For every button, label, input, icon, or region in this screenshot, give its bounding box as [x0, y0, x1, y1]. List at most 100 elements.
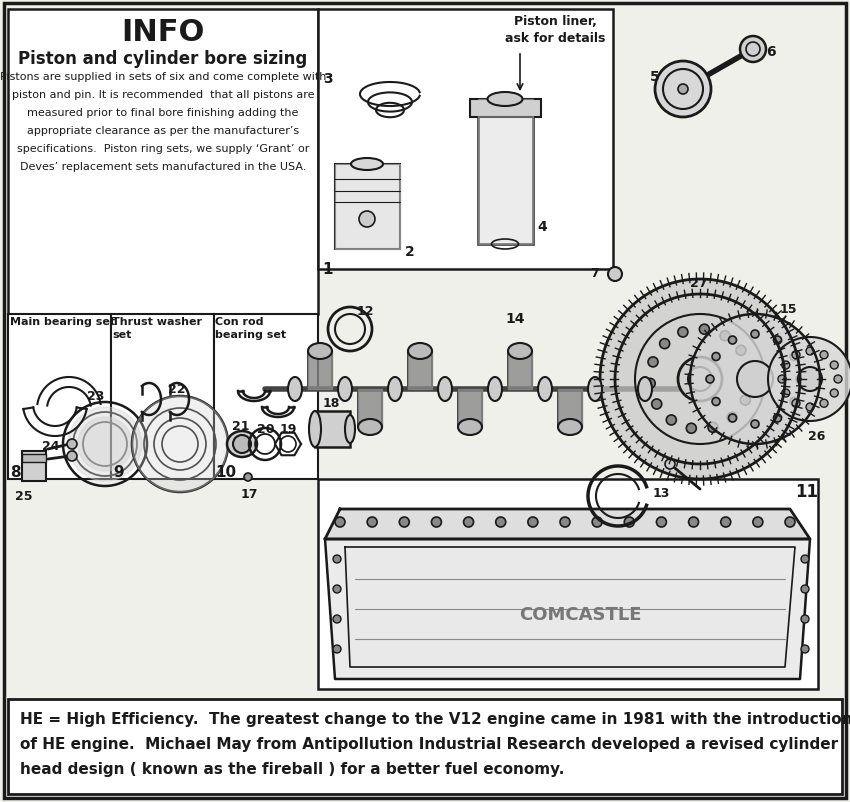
Circle shape [792, 399, 800, 407]
Circle shape [745, 366, 754, 376]
Text: 25: 25 [15, 489, 32, 502]
Ellipse shape [458, 419, 482, 435]
Bar [458, 390, 482, 427]
Text: 27: 27 [690, 277, 707, 290]
Ellipse shape [227, 431, 257, 457]
Circle shape [656, 517, 666, 528]
Polygon shape [132, 396, 228, 492]
Circle shape [706, 375, 714, 383]
Text: 14: 14 [505, 312, 524, 326]
Circle shape [335, 517, 345, 528]
Circle shape [737, 362, 773, 398]
Circle shape [463, 517, 473, 528]
Circle shape [244, 473, 252, 481]
Circle shape [798, 367, 822, 391]
Circle shape [652, 399, 661, 410]
Circle shape [700, 325, 710, 334]
Circle shape [333, 645, 341, 653]
Circle shape [801, 645, 809, 653]
Circle shape [708, 423, 718, 433]
Text: 5: 5 [650, 70, 660, 84]
Bar [111, 314, 214, 480]
Circle shape [834, 375, 842, 383]
Ellipse shape [308, 343, 332, 359]
Bar [558, 390, 582, 427]
Text: Piston and cylinder bore sizing: Piston and cylinder bore sizing [19, 50, 308, 68]
Circle shape [806, 403, 814, 411]
Circle shape [660, 339, 670, 349]
Bar [22, 455, 46, 463]
Text: 7: 7 [590, 267, 598, 280]
Text: 20: 20 [257, 423, 275, 435]
Circle shape [830, 390, 838, 398]
Ellipse shape [488, 378, 502, 402]
Circle shape [782, 362, 790, 370]
Text: 2: 2 [405, 245, 415, 259]
Text: 11: 11 [795, 482, 818, 500]
Bar [318, 480, 818, 689]
Text: 8: 8 [10, 464, 20, 480]
Ellipse shape [388, 378, 402, 402]
Text: COMCASTLE: COMCASTLE [518, 606, 641, 623]
Ellipse shape [288, 378, 302, 402]
Bar [214, 314, 318, 480]
Text: Main bearing set: Main bearing set [10, 317, 115, 326]
Bar [358, 390, 382, 427]
Text: 1: 1 [322, 261, 332, 277]
Ellipse shape [588, 378, 602, 402]
Circle shape [728, 337, 736, 345]
Bar [8, 314, 111, 480]
Circle shape [333, 585, 341, 593]
Text: specifications.  Piston ring sets, we supply ‘Grant’ or: specifications. Piston ring sets, we sup… [17, 144, 309, 154]
Text: Con rod
bearing set: Con rod bearing set [215, 317, 286, 340]
Circle shape [712, 398, 720, 406]
Circle shape [751, 330, 759, 338]
Ellipse shape [558, 419, 582, 435]
Ellipse shape [488, 93, 523, 107]
Bar [470, 100, 541, 118]
Text: 18: 18 [323, 396, 340, 410]
Circle shape [678, 358, 722, 402]
Polygon shape [325, 539, 810, 679]
Circle shape [688, 517, 699, 528]
Circle shape [774, 415, 781, 423]
Text: 13: 13 [653, 486, 671, 500]
Polygon shape [558, 390, 582, 427]
Text: measured prior to final bore finishing adding the: measured prior to final bore finishing a… [27, 107, 298, 118]
Circle shape [790, 353, 798, 361]
Polygon shape [68, 407, 142, 481]
Circle shape [796, 375, 804, 383]
Circle shape [67, 452, 77, 461]
Text: appropriate clearance as per the manufacturer’s: appropriate clearance as per the manufac… [27, 126, 299, 136]
Circle shape [727, 413, 737, 423]
Bar [478, 100, 533, 245]
Circle shape [736, 346, 746, 356]
Text: 22: 22 [168, 383, 185, 395]
Circle shape [665, 460, 675, 469]
Text: 26: 26 [808, 429, 825, 443]
Text: Piston liner,
ask for details: Piston liner, ask for details [505, 15, 605, 45]
Circle shape [745, 375, 755, 384]
Text: 6: 6 [766, 45, 775, 59]
Circle shape [359, 212, 375, 228]
Ellipse shape [309, 411, 321, 448]
Circle shape [496, 517, 506, 528]
Circle shape [712, 353, 720, 361]
Bar [408, 351, 432, 390]
Ellipse shape [338, 378, 352, 402]
Text: 9: 9 [113, 464, 123, 480]
Polygon shape [408, 351, 432, 390]
Text: 10: 10 [215, 464, 236, 480]
Circle shape [645, 379, 655, 389]
Circle shape [678, 327, 688, 338]
Circle shape [740, 37, 766, 63]
Circle shape [592, 517, 602, 528]
Polygon shape [325, 509, 810, 539]
Polygon shape [335, 164, 400, 249]
Text: 4: 4 [537, 220, 547, 233]
Text: 19: 19 [280, 423, 298, 435]
Circle shape [785, 517, 795, 528]
Circle shape [820, 351, 828, 359]
Ellipse shape [438, 378, 452, 402]
Text: 3: 3 [323, 72, 332, 86]
